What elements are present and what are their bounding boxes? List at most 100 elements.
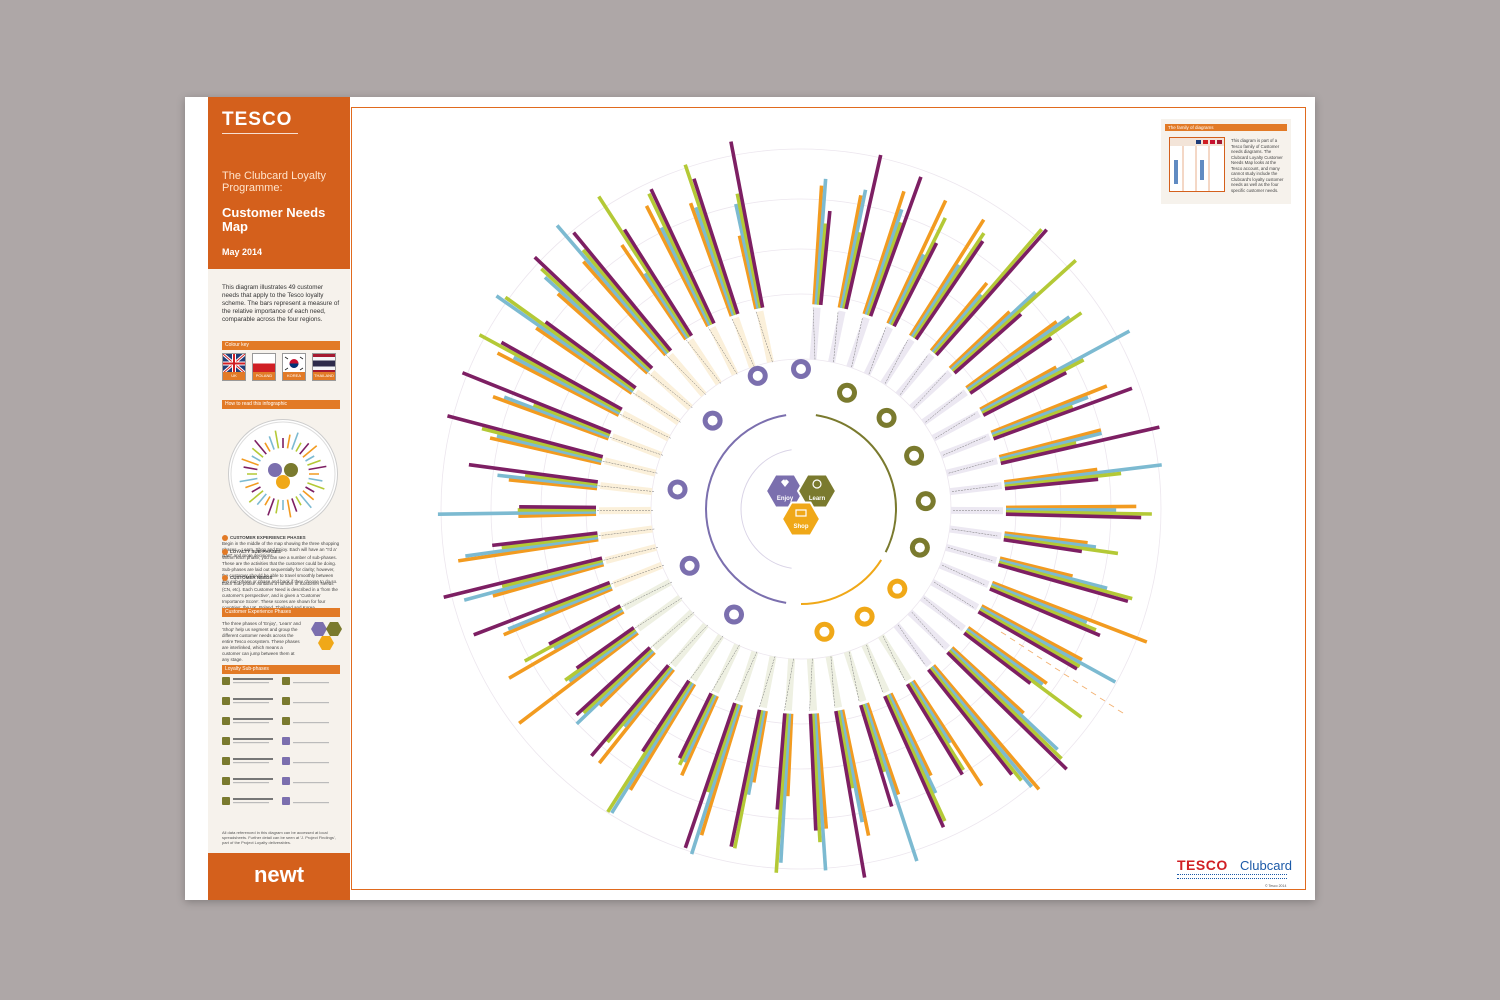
subphase-text-line (233, 782, 269, 784)
thumb-bar (274, 430, 280, 449)
thumb-bar (302, 445, 318, 458)
subphase-pin-dot (707, 415, 718, 426)
thumb-enjoy (268, 463, 282, 477)
need-bar (582, 647, 653, 715)
need-bar (840, 709, 871, 837)
need-bar (746, 710, 766, 795)
thumb-bar (275, 499, 280, 514)
thumb-bar (251, 447, 264, 458)
need-bar (1003, 467, 1098, 484)
need-bar (590, 664, 670, 758)
need-bar (863, 703, 919, 862)
thumb-bar (267, 498, 275, 516)
dotted-marker (1027, 649, 1034, 654)
thumb-ring (230, 421, 336, 527)
need-bar (532, 403, 611, 437)
need-bar-group (921, 311, 1083, 426)
thumb-bar (243, 466, 258, 471)
need-bar-group (893, 622, 1041, 791)
need-label-text (812, 307, 816, 360)
need-bar (982, 371, 1068, 417)
need-label-text (731, 317, 755, 368)
need-bar (556, 292, 649, 375)
need-label-text (708, 327, 738, 375)
need-bar (999, 431, 1103, 461)
need-bar (866, 221, 903, 317)
need-bar (555, 224, 669, 355)
need-label-strip (806, 658, 818, 711)
heart-icon (781, 479, 789, 487)
need-bar (991, 395, 1089, 437)
dotted-marker (1090, 691, 1097, 696)
need-label-text (923, 597, 960, 629)
shop-arc (800, 559, 883, 605)
subtitle: The Clubcard Loyalty Programme: (222, 170, 326, 194)
need-bar (683, 702, 737, 849)
subphase-icon (222, 777, 230, 785)
need-bar (735, 193, 763, 309)
need-label-text (951, 485, 998, 492)
need-bar (680, 695, 719, 777)
need-bar (518, 631, 639, 725)
need-bar (963, 631, 1032, 685)
need-bar (990, 384, 1108, 435)
need-label-strip (863, 326, 893, 376)
subphase-title-line (233, 798, 273, 800)
need-label-text (897, 624, 926, 666)
map-frame (351, 107, 1306, 890)
subphase-text-line (293, 722, 329, 724)
need-bar (575, 649, 655, 726)
thumb-learn (284, 463, 298, 477)
need-bar (912, 232, 986, 340)
need-label-strip (622, 578, 672, 611)
subphase-title-line (233, 758, 273, 760)
thumb-bar (291, 498, 298, 512)
need-bar (999, 441, 1077, 463)
need-bar (950, 290, 1037, 372)
need-bar (623, 667, 674, 728)
need-bar (1005, 512, 1142, 520)
korea-flag-icon (283, 354, 305, 373)
thumb-bar (307, 459, 321, 466)
need-label-strip (651, 609, 695, 651)
need-label-text (618, 413, 671, 439)
need-label-text (913, 372, 947, 408)
dotted-marker (1108, 703, 1115, 708)
need-bar (677, 692, 713, 759)
need-bar (548, 604, 622, 646)
subphase-text-line (293, 802, 329, 804)
learn-arc (815, 414, 897, 553)
flag-label: POLAND (253, 372, 275, 380)
need-label-text (899, 354, 929, 395)
need-label-text (596, 485, 655, 492)
need-bar (997, 562, 1129, 604)
logo-stripes (1177, 874, 1287, 879)
subphase-text-line (293, 742, 329, 744)
need-label-strip (945, 543, 998, 565)
need-bar-group (508, 578, 673, 680)
customer-needs-map: Enjoy Learn Shop (437, 141, 1162, 878)
number-badge (222, 549, 228, 555)
need-bar-group (683, 164, 756, 369)
need-bar (463, 560, 604, 602)
need-bar (598, 651, 656, 708)
subphase-pin-dot (672, 484, 683, 495)
thumb-bar (264, 442, 271, 452)
dotted-marker (1063, 673, 1070, 678)
need-bar (978, 608, 1081, 668)
tesco-logo: TESCO (222, 109, 293, 130)
need-bar-group (597, 195, 722, 386)
need-bar (729, 141, 765, 308)
need-label-text (866, 644, 883, 693)
subphase-icon (282, 677, 290, 685)
family-panel: The family of diagrams This diagram is p… (1161, 119, 1291, 204)
thumb-bar (286, 499, 292, 518)
subphase-pin-dot (920, 496, 931, 507)
need-bar (501, 558, 603, 589)
need-bar (883, 695, 946, 829)
subphase-icon (222, 737, 230, 745)
need-label-text (947, 547, 993, 561)
thumb-bar (264, 496, 271, 506)
need-bar (818, 210, 832, 306)
need-bar (694, 206, 736, 317)
